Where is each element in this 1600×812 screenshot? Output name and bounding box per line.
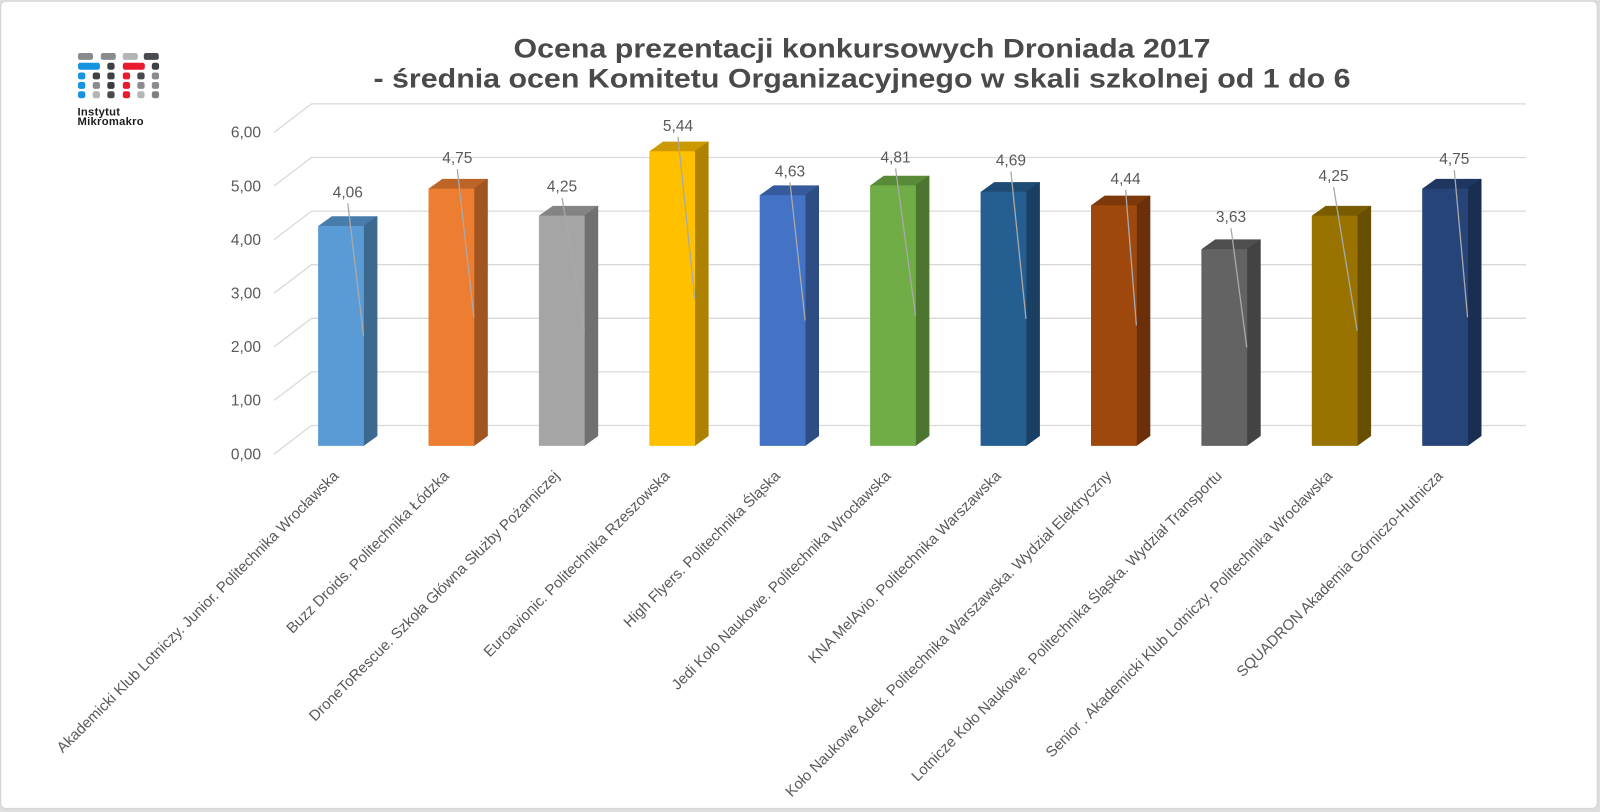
svg-text:5,00: 5,00	[231, 178, 262, 195]
svg-text:5,44: 5,44	[663, 118, 694, 135]
svg-text:4,25: 4,25	[547, 179, 577, 196]
svg-text:1,00: 1,00	[231, 393, 262, 410]
svg-text:4,69: 4,69	[996, 153, 1026, 170]
svg-text:0,00: 0,00	[231, 446, 262, 463]
svg-text:- średnia ocen Komitetu Organi: - średnia ocen Komitetu Organizacyjnego …	[374, 64, 1351, 94]
svg-text:6,00: 6,00	[231, 125, 262, 142]
svg-text:3,63: 3,63	[1216, 209, 1246, 226]
svg-text:Mikromakro: Mikromakro	[78, 116, 144, 128]
svg-text:Ocena prezentacji konkursowych: Ocena prezentacji konkursowych Droniada …	[514, 34, 1211, 64]
svg-text:4,00: 4,00	[231, 232, 262, 249]
svg-text:4,63: 4,63	[775, 163, 805, 180]
svg-text:4,75: 4,75	[1439, 151, 1469, 168]
svg-text:Instytut: Instytut	[78, 107, 121, 119]
svg-text:4,25: 4,25	[1319, 168, 1349, 185]
svg-text:3,00: 3,00	[231, 286, 262, 303]
svg-text:4,75: 4,75	[442, 150, 472, 167]
svg-text:2,00: 2,00	[231, 339, 262, 356]
svg-text:4,44: 4,44	[1111, 171, 1142, 188]
svg-text:4,81: 4,81	[881, 150, 911, 167]
svg-text:4,06: 4,06	[333, 184, 363, 201]
